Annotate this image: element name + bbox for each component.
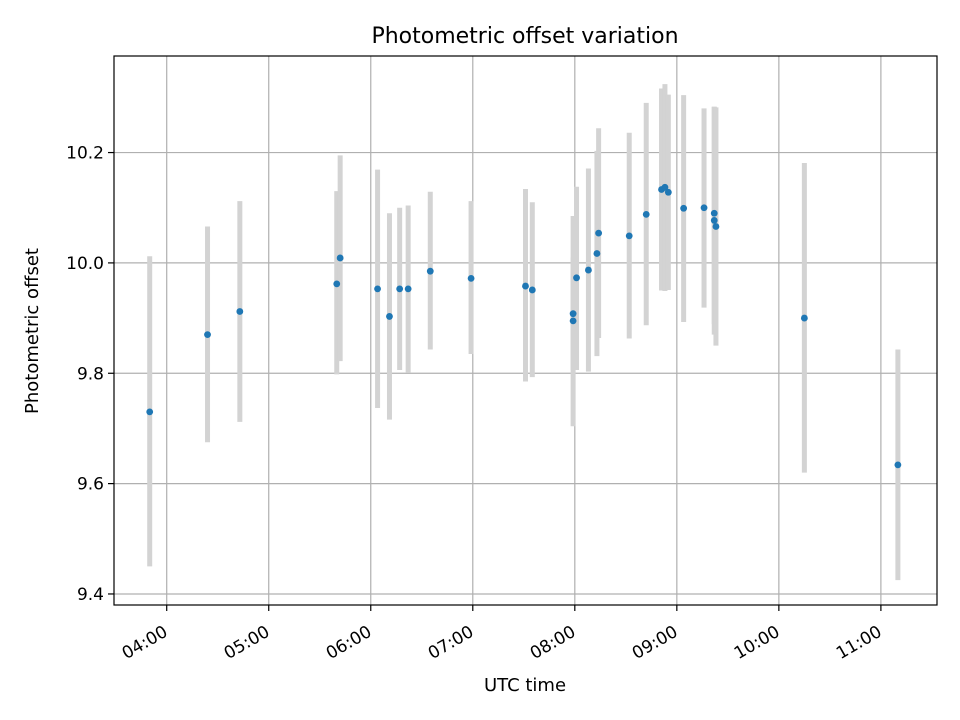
data-point <box>642 210 650 218</box>
chart-title: Photometric offset variation <box>371 24 678 49</box>
data-point <box>426 267 434 275</box>
y-tick-label: 10.0 <box>66 254 104 274</box>
y-tick-label: 9.6 <box>77 475 104 495</box>
data-point <box>585 266 592 274</box>
x-axis-label: UTC time <box>484 675 566 696</box>
data-point <box>710 209 718 217</box>
data-point <box>573 274 580 282</box>
data-point <box>336 254 344 262</box>
data-point <box>236 308 244 315</box>
y-axis-label: Photometric offset <box>22 248 43 414</box>
plot-frame <box>113 55 938 606</box>
data-point <box>204 331 211 339</box>
data-point <box>680 204 688 212</box>
data-point <box>800 314 808 322</box>
y-tick-label: 9.4 <box>77 585 104 605</box>
data-point <box>467 274 475 282</box>
data-points <box>146 183 902 469</box>
data-point <box>333 280 341 288</box>
data-point <box>700 204 708 212</box>
data-point <box>595 229 603 237</box>
data-point <box>593 250 601 257</box>
data-point <box>664 188 672 196</box>
data-point <box>710 217 718 224</box>
data-point <box>374 285 381 293</box>
y-axis-ticks: 9.4 9.6 9.8 10.0 10.2 <box>66 144 114 605</box>
data-point <box>404 285 412 293</box>
data-point <box>569 310 577 318</box>
y-tick-label: 9.8 <box>77 364 104 384</box>
data-point <box>569 317 577 325</box>
data-point <box>625 232 633 240</box>
data-point <box>661 183 669 191</box>
data-point <box>386 313 393 320</box>
data-point <box>528 286 536 294</box>
data-point <box>146 408 154 416</box>
data-point <box>396 285 404 293</box>
data-point <box>894 461 902 469</box>
y-tick-label: 10.2 <box>66 144 104 164</box>
data-point <box>522 282 529 290</box>
data-point <box>712 223 720 230</box>
